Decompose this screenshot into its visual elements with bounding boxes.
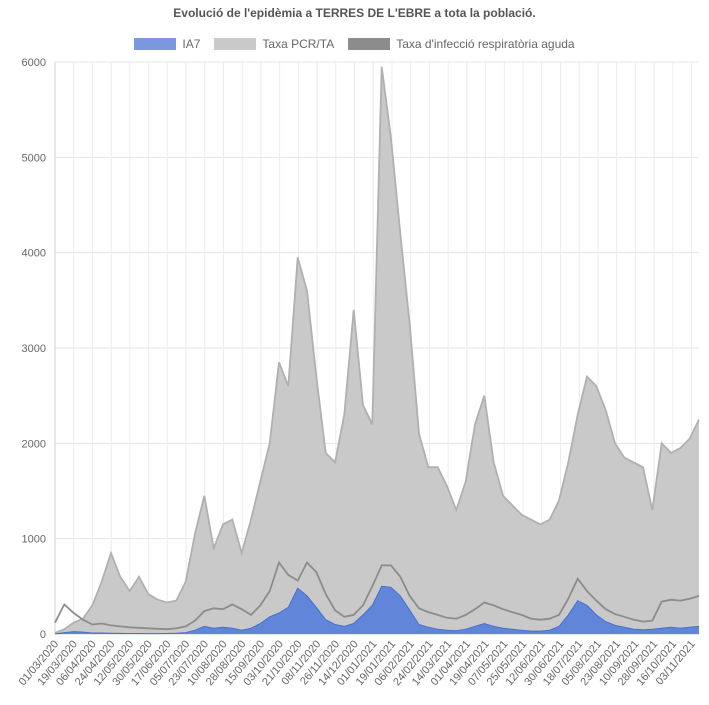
legend-label-ira: Taxa d'infecció respiratòria aguda bbox=[396, 37, 575, 51]
y-tick-label: 2000 bbox=[22, 438, 46, 450]
y-tick-label: 3000 bbox=[22, 343, 46, 355]
legend-label-pcr: Taxa PCR/TA bbox=[262, 37, 335, 51]
legend-item-ia7[interactable]: IA7 bbox=[134, 37, 200, 51]
legend-swatch-ia7 bbox=[134, 38, 177, 50]
legend-item-pcr[interactable]: Taxa PCR/TA bbox=[214, 37, 334, 51]
legend: IA7 Taxa PCR/TA Taxa d'infecció respirat… bbox=[0, 37, 709, 51]
series-line-taxa-pcr-ta bbox=[54, 66, 700, 634]
series-areas bbox=[54, 66, 700, 635]
series-line-taxa-d-infecci-respirat-ria-aguda bbox=[54, 560, 700, 631]
legend-item-ira[interactable]: Taxa d'infecció respiratòria aguda bbox=[348, 37, 575, 51]
chart-title: Evolució de l'epidèmia a TERRES DE L'EBR… bbox=[173, 6, 536, 20]
y-tick-label: 5000 bbox=[22, 152, 46, 164]
legend-label-ia7: IA7 bbox=[182, 37, 201, 51]
legend-swatch-pcr bbox=[214, 38, 257, 50]
x-axis-ticks: 01/03/202019/03/202006/04/202024/04/2020… bbox=[17, 638, 698, 688]
series-line-ia7 bbox=[54, 585, 700, 635]
y-tick-label: 1000 bbox=[22, 534, 46, 546]
legend-swatch-ira bbox=[348, 38, 391, 50]
y-tick-label: 6000 bbox=[22, 57, 46, 69]
y-axis-ticks: 0 1000 2000 3000 4000 5000 6000 bbox=[22, 57, 46, 641]
y-tick-label: 0 bbox=[40, 629, 46, 641]
y-tick-label: 4000 bbox=[22, 248, 46, 260]
series-area-ia7 bbox=[55, 586, 699, 634]
series-area-taxa-pcr-ta bbox=[55, 66, 699, 635]
